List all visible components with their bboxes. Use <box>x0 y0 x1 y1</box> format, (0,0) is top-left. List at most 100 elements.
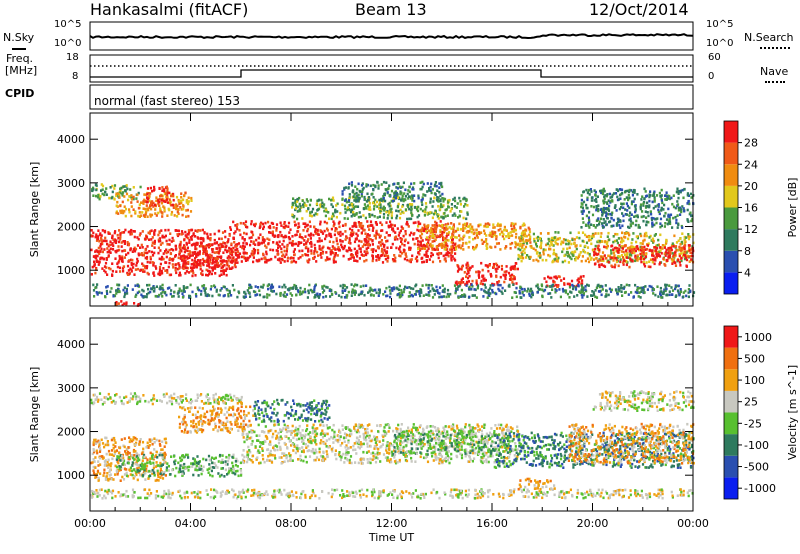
heatmap-cell <box>643 197 646 201</box>
heatmap-cell <box>242 255 245 259</box>
heatmap-cell <box>546 242 550 246</box>
heatmap-cell <box>631 238 634 241</box>
heatmap-cell <box>367 224 370 228</box>
heatmap-cell <box>151 189 154 193</box>
heatmap-cell <box>219 289 222 292</box>
heatmap-cell <box>548 254 552 258</box>
heatmap-cell <box>397 234 400 237</box>
heatmap-cell <box>109 186 112 189</box>
heatmap-cell <box>114 241 117 244</box>
heatmap-cell <box>674 285 677 289</box>
heatmap-cell <box>580 198 583 202</box>
heatmap-cell <box>168 238 171 242</box>
heatmap-cell <box>621 212 624 215</box>
heatmap-cell <box>483 283 486 287</box>
heatmap-cell <box>93 295 96 298</box>
heatmap-cell <box>463 234 466 238</box>
heatmap-cell <box>325 285 328 289</box>
heatmap-cell <box>604 284 607 287</box>
heatmap-cell <box>454 291 457 295</box>
heatmap-cell <box>171 203 175 207</box>
heatmap-cell <box>682 291 685 294</box>
heatmap-cell <box>412 237 415 241</box>
heatmap-cell <box>150 207 153 211</box>
heatmap-cell <box>328 257 331 261</box>
heatmap-cell <box>451 241 455 245</box>
heatmap-cell <box>636 291 639 295</box>
heatmap-cell <box>513 277 516 281</box>
heatmap-cell <box>606 202 609 205</box>
heatmap-cell <box>293 259 296 263</box>
heatmap-cell <box>103 269 106 272</box>
heatmap-cell <box>356 259 359 263</box>
heatmap-cell <box>208 256 211 259</box>
heatmap-cell <box>501 286 504 290</box>
heatmap-cell <box>152 205 155 208</box>
heatmap-cell <box>665 191 668 194</box>
heatmap-cell <box>283 222 286 226</box>
heatmap-cell <box>429 200 432 203</box>
heatmap-cell <box>164 261 167 264</box>
heatmap-cell <box>474 236 477 240</box>
heatmap-cell <box>198 250 201 253</box>
heatmap-cell <box>157 238 160 242</box>
heatmap-cell <box>200 272 203 275</box>
heatmap-cell <box>448 251 451 255</box>
heatmap-cell <box>314 228 317 231</box>
heatmap-cell <box>659 233 662 237</box>
heatmap-cell <box>659 261 662 264</box>
heatmap-cell <box>678 245 681 249</box>
heatmap-cell <box>442 216 445 220</box>
heatmap-cell <box>180 230 184 233</box>
heatmap-cell <box>666 222 669 226</box>
heatmap-cell <box>615 239 618 242</box>
heatmap-cell <box>628 284 631 287</box>
heatmap-cell <box>396 205 399 209</box>
heatmap-cell <box>344 223 347 227</box>
heatmap-cell <box>158 204 161 207</box>
heatmap-cell <box>542 250 545 254</box>
heatmap-cell <box>109 290 112 294</box>
heatmap-cell <box>582 200 586 204</box>
heatmap-cell <box>680 256 683 260</box>
heatmap-cell <box>676 187 679 191</box>
heatmap-cell <box>302 205 305 209</box>
heatmap-cell <box>129 247 132 251</box>
heatmap-cell <box>146 200 149 204</box>
heatmap-cell <box>423 214 426 217</box>
heatmap-cell <box>618 255 621 258</box>
heatmap-cell <box>497 242 500 245</box>
heatmap-cell <box>93 260 96 264</box>
heatmap-cell <box>360 194 363 198</box>
heatmap-cell <box>229 226 232 229</box>
heatmap-cell <box>365 258 368 262</box>
heatmap-cell <box>168 248 171 252</box>
heatmap-cell <box>472 248 476 251</box>
heatmap-cell <box>121 257 124 261</box>
heatmap-cell <box>291 213 294 217</box>
heatmap-cell <box>403 192 406 195</box>
heatmap-cell <box>111 262 114 265</box>
heatmap-cell <box>158 187 161 190</box>
heatmap-cell <box>456 227 459 230</box>
heatmap-cell <box>430 255 433 258</box>
heatmap-cell <box>318 293 322 296</box>
heatmap-cell <box>312 257 315 260</box>
heatmap-cell <box>601 192 604 196</box>
heatmap-cell <box>162 257 165 261</box>
heatmap-cell <box>184 272 187 275</box>
heatmap-cell <box>676 203 680 206</box>
heatmap-cell <box>441 223 444 227</box>
heatmap-cell <box>606 217 609 220</box>
heatmap-cell <box>347 199 351 202</box>
heatmap-cell <box>293 220 296 224</box>
heatmap-cell <box>631 193 634 197</box>
heatmap-cell <box>250 220 253 223</box>
heatmap-cell <box>124 214 127 218</box>
heatmap-cell <box>523 247 526 251</box>
heatmap-cell <box>602 201 605 205</box>
heatmap-cell <box>455 247 458 251</box>
heatmap-cell <box>130 214 133 218</box>
heatmap-cell <box>142 207 145 210</box>
heatmap-cell <box>246 225 249 229</box>
